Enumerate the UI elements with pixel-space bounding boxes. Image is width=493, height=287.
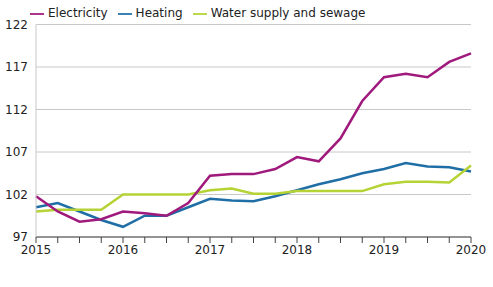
svg-text:2020: 2020: [456, 243, 485, 257]
svg-text:122: 122: [8, 18, 28, 32]
svg-text:2015: 2015: [21, 243, 52, 257]
svg-text:112: 112: [8, 103, 28, 117]
svg-text:2017: 2017: [195, 243, 226, 257]
svg-text:2016: 2016: [108, 243, 139, 257]
html-text:Heating: Heating: [135, 6, 183, 20]
svg-text:2018: 2018: [282, 243, 313, 257]
svg-text:102: 102: [8, 188, 28, 202]
svg-text:97: 97: [13, 230, 28, 244]
html-text:Electricity: Electricity: [48, 6, 108, 20]
svg-text:107: 107: [8, 145, 28, 159]
svg-text:117: 117: [8, 60, 28, 74]
html-text:Water supply and sewage: Water supply and sewage: [210, 6, 366, 20]
svg-text:2019: 2019: [369, 243, 400, 257]
